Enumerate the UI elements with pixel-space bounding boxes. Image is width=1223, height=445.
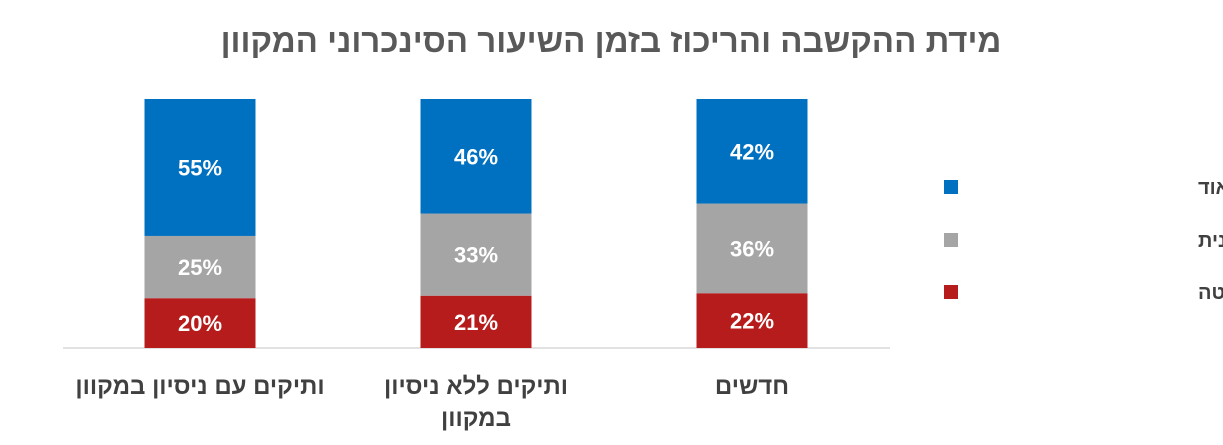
bar-segment (696, 203, 808, 294)
bars-group: 20% 25% 55% 21% 33% 46% 22% 36% 42% (144, 99, 808, 348)
legend-marker (944, 180, 958, 194)
bar-segment (144, 99, 256, 236)
legend-label: במידה בינונית (1198, 230, 1223, 252)
data-label: 36% (730, 236, 774, 261)
bar-segment (144, 235, 256, 299)
legend-label: במידה רבה/ רבה מאוד (1198, 177, 1223, 199)
category-label: חדשים (715, 373, 789, 400)
legend-label: כלל לא/ במידה מועטה (1198, 282, 1223, 304)
legend-marker (944, 233, 958, 247)
bar-segment (420, 295, 532, 348)
category-label: במקוון (441, 405, 511, 432)
legend-marker (944, 285, 958, 299)
chart-title: מידת ההקשבה והריכוז בזמן השיעור הסינכרונ… (221, 22, 1002, 59)
data-label: 25% (178, 255, 222, 280)
bar-segment (696, 99, 808, 204)
data-label: 21% (454, 310, 498, 335)
data-label: 46% (454, 144, 498, 169)
bar-segment (696, 293, 808, 348)
data-label: 22% (730, 309, 774, 334)
data-label: 33% (454, 243, 498, 268)
bar-segment (420, 213, 532, 296)
category-label: ותיקים עם ניסיון במקוון (75, 373, 324, 400)
data-label: 55% (178, 155, 222, 180)
category-labels: ותיקים עם ניסיון במקוון ותיקים ללא ניסיון… (75, 373, 789, 432)
data-label: 42% (730, 139, 774, 164)
legend: במידה רבה/ רבה מאוד במידה בינונית כלל לא/ … (944, 177, 1223, 304)
bar-segment (144, 298, 256, 348)
bar-segment (420, 99, 532, 214)
category-label: ותיקים ללא ניסיון (384, 373, 568, 400)
data-label: 20% (178, 311, 222, 336)
